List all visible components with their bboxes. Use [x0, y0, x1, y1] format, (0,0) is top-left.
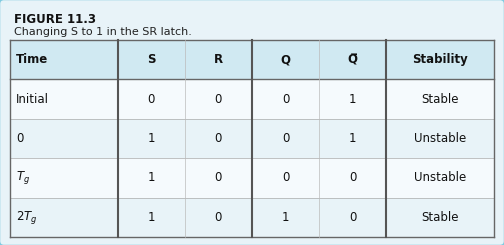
- Text: Q: Q: [281, 53, 291, 66]
- Text: Initial: Initial: [16, 93, 49, 106]
- Text: Q̅: Q̅: [348, 53, 358, 66]
- Text: 0: 0: [282, 132, 289, 145]
- Text: Stable: Stable: [421, 93, 459, 106]
- Text: FIGURE 11.3: FIGURE 11.3: [14, 13, 96, 26]
- Text: Stable: Stable: [421, 211, 459, 224]
- Text: 0: 0: [282, 93, 289, 106]
- Bar: [10, 198, 494, 237]
- Text: Unstable: Unstable: [414, 132, 466, 145]
- Text: Changing S to 1 in the SR latch.: Changing S to 1 in the SR latch.: [14, 27, 192, 37]
- Text: Time: Time: [16, 53, 48, 66]
- Text: 1: 1: [147, 172, 155, 184]
- Text: 0: 0: [215, 132, 222, 145]
- Text: Unstable: Unstable: [414, 172, 466, 184]
- Text: 1: 1: [349, 132, 357, 145]
- Text: 0: 0: [282, 172, 289, 184]
- Text: R: R: [214, 53, 223, 66]
- Bar: [10, 158, 494, 198]
- Text: 0: 0: [215, 211, 222, 224]
- Text: 0: 0: [215, 93, 222, 106]
- Bar: [10, 40, 494, 79]
- Text: 0: 0: [16, 132, 23, 145]
- Text: S: S: [147, 53, 155, 66]
- Text: 0: 0: [148, 93, 155, 106]
- Bar: [10, 79, 494, 119]
- Text: $2T_g$: $2T_g$: [16, 209, 38, 226]
- Text: $T_g$: $T_g$: [16, 169, 30, 186]
- Text: 0: 0: [215, 172, 222, 184]
- Text: 1: 1: [147, 211, 155, 224]
- Text: 1: 1: [147, 132, 155, 145]
- Text: Stability: Stability: [412, 53, 468, 66]
- Text: 1: 1: [282, 211, 289, 224]
- Text: 0: 0: [349, 172, 356, 184]
- Text: 1: 1: [349, 93, 357, 106]
- Bar: [10, 119, 494, 158]
- Text: 0: 0: [349, 211, 356, 224]
